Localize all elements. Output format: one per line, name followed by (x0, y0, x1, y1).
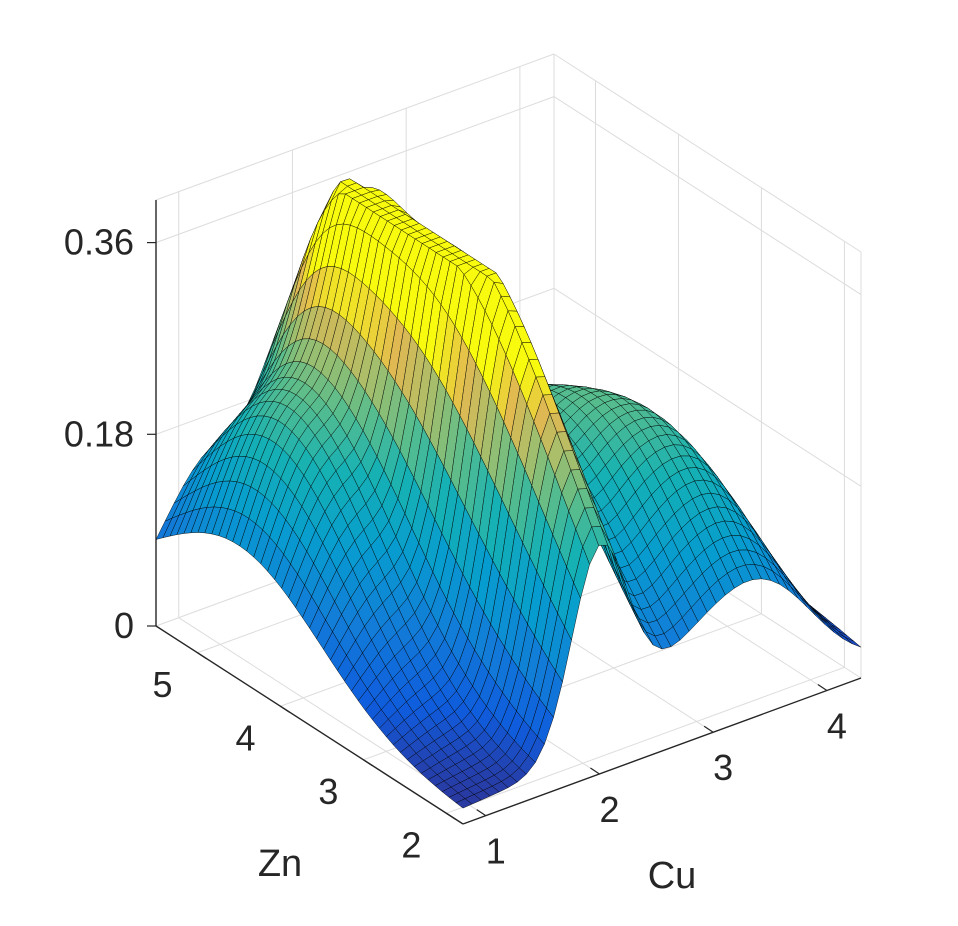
x-tick (590, 767, 600, 775)
x-tick-label: 3 (713, 747, 733, 788)
box-edge (155, 53, 555, 201)
z-tick-label: 0.36 (64, 222, 134, 263)
surface-mesh (155, 178, 862, 809)
wall-grid-line (553, 96, 862, 296)
x-tick-label: 1 (486, 831, 506, 872)
y-tick-label: 5 (152, 664, 172, 705)
surface-patch (844, 637, 862, 648)
y-tick (280, 705, 290, 713)
x-tick-label: 4 (827, 706, 847, 747)
wall-grid-line (553, 287, 862, 487)
y-tick (363, 759, 373, 767)
x-tick-label: 2 (599, 789, 619, 830)
box-edge (553, 53, 862, 253)
axes (147, 200, 862, 825)
y-axis-label: Zn (258, 843, 302, 885)
y-tick (197, 652, 207, 660)
y-axis-line (155, 625, 464, 825)
y-tick-label: 3 (318, 771, 338, 812)
surface-patch (455, 798, 473, 809)
y-tick-label: 4 (235, 717, 255, 758)
surface-patch (828, 624, 846, 638)
wall-grid-line (155, 96, 555, 244)
z-tick-label: 0.18 (64, 413, 134, 454)
surface-patch (799, 596, 817, 616)
x-tick (476, 809, 487, 817)
x-axis-line (462, 677, 862, 825)
x-tick (817, 684, 828, 692)
x-axis-label: Cu (648, 855, 697, 897)
tick-labels: 1 2 3 4 2 3 4 50 0.18 0.36 (64, 222, 847, 872)
y-tick-label: 2 (401, 824, 421, 865)
floor-grid-line (446, 666, 845, 814)
z-tick-label: 0 (114, 605, 134, 646)
y-tick (446, 812, 456, 820)
x-tick (703, 725, 714, 733)
surface-patch (790, 586, 807, 607)
